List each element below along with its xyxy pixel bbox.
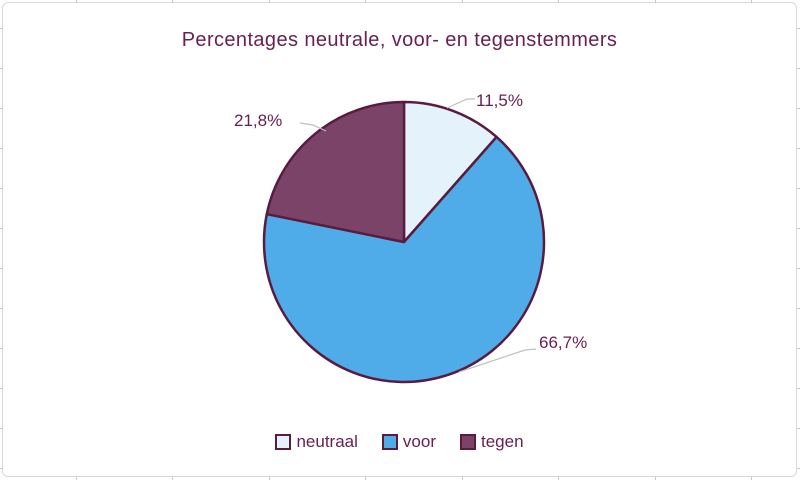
gridline-stub [0,68,3,69]
gridline-stub [558,477,559,480]
gridline-stub [797,348,800,349]
gridline-stub [0,28,3,29]
chart-legend: neutraal voor tegen [3,432,796,452]
legend-label-tegen: tegen [480,432,524,451]
gridline-stub [0,428,3,429]
legend-marker-neutraal [275,434,292,450]
gridline-stub [269,0,270,3]
gridline-stub [655,477,656,480]
pie-slice-neutraal[interactable] [402,100,498,244]
gridline-stub [0,468,3,469]
gridline-stub [462,0,463,3]
gridline-stub [797,268,800,269]
gridline-stub [797,428,800,429]
gridline-stub [365,0,366,3]
leader-lines [299,98,537,373]
chart-title[interactable]: Percentages neutrale, voor- en tegenstem… [181,29,618,51]
data-label-tegen[interactable]: 21,8% [234,111,283,130]
gridline-stub [0,108,3,109]
gridline-stub [0,348,3,349]
leader-line-voor [458,348,537,373]
gridline-stub [751,477,752,480]
gridline-stub [462,477,463,480]
gridline-stub [797,468,800,469]
gridline-stub [797,308,800,309]
gridline-stub [76,477,77,480]
gridline-stub [558,0,559,3]
pie-slice-voor[interactable] [262,135,546,384]
gridline-stub [365,477,366,480]
data-label-voor[interactable]: 66,7% [539,333,588,352]
gridline-stub [751,0,752,3]
gridline-stub [172,477,173,480]
legend-label-voor: voor [402,432,436,451]
gridline-stub [797,28,800,29]
gridline-stub [269,477,270,480]
gridline-stub [655,0,656,3]
gridline-stub [797,228,800,229]
gridline-stub [797,68,800,69]
gridline-stub [0,268,3,269]
gridline-stub [0,228,3,229]
legend-marker-voor [381,434,398,450]
legend-item-neutraal[interactable]: neutraal [275,432,358,452]
data-label-neutraal[interactable]: 11,5% [476,91,523,110]
gridline-stub [797,148,800,149]
legend-item-tegen[interactable]: tegen [459,432,524,452]
gridline-stub [797,188,800,189]
pie-chart [262,98,546,384]
gridline-stub [76,0,77,3]
gridline-stub [797,388,800,389]
gridline-stub [172,0,173,3]
gridline-stub [0,388,3,389]
gridline-stub [0,308,3,309]
gridline-stub [0,148,3,149]
leader-line-tegen [299,122,327,132]
legend-item-voor[interactable]: voor [381,432,436,452]
pie-slice-tegen[interactable] [265,100,406,244]
leader-line-neutraal [446,98,475,109]
legend-label-neutraal: neutraal [296,432,358,451]
gridline-stub [797,108,800,109]
gridline-stub [0,188,3,189]
legend-marker-tegen [459,434,476,450]
